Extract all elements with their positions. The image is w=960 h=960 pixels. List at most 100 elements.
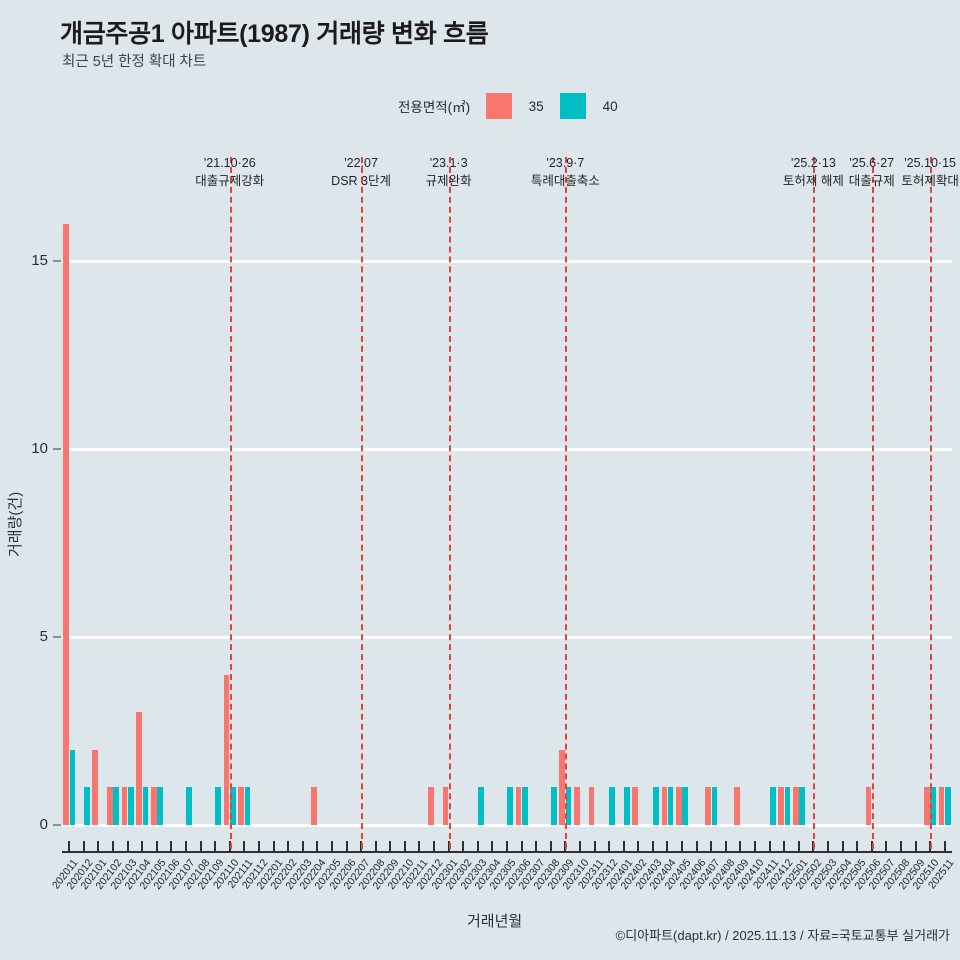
x-tick-mark-202406: [695, 841, 698, 852]
bar-202104-40: [142, 787, 149, 825]
x-tick-mark-202503: [826, 841, 829, 852]
x-tick-mark-202202: [287, 841, 290, 852]
x-tick-mark-202411: [768, 841, 771, 852]
bar-202107-40: [186, 787, 192, 825]
event-line-202510: [930, 157, 933, 849]
x-tick-mark-202507: [885, 841, 888, 852]
x-axis-line: [62, 851, 952, 853]
x-tick-mark-202407: [710, 841, 713, 852]
x-tick-mark-202405: [681, 841, 684, 852]
bar-202511-35: [938, 787, 945, 825]
x-tick-mark-202103: [126, 841, 129, 852]
x-tick-mark-202104: [141, 841, 144, 852]
x-tick-mark-202101: [97, 841, 100, 852]
y-tick-mark-0: [53, 824, 61, 826]
x-tick-mark-202211: [418, 841, 421, 852]
y-tick-label-0: 0: [39, 816, 48, 833]
x-tick-mark-202204: [316, 841, 319, 852]
x-tick-mark-202308: [549, 841, 552, 852]
event-date-202510: '25.10·15: [904, 156, 956, 170]
x-tick-mark-202210: [403, 841, 406, 852]
bar-202405-40: [682, 787, 689, 825]
event-text-202301: 규제완화: [425, 174, 472, 188]
x-tick-mark-202205: [330, 841, 333, 852]
event-label-202510: '25.10·15 토허제확대: [901, 155, 959, 191]
bar-202011-40: [69, 749, 76, 825]
event-label-202301: '23.1·3 규제완화: [426, 155, 472, 191]
event-label-202309: '23.9·7 특례대출축소: [531, 155, 600, 191]
x-tick-mark-202501: [797, 841, 800, 852]
event-line-202506: [871, 157, 874, 849]
x-tick-mark-202311: [593, 841, 596, 852]
event-text-202110: 대출규제강화: [195, 174, 265, 188]
x-tick-mark-202109: [214, 841, 217, 852]
bar-202301-35: [442, 787, 449, 825]
event-line-202502: [813, 157, 816, 849]
bar-202103-40: [127, 787, 134, 825]
event-date-202110: '21.10·26: [203, 156, 256, 170]
bar-202306-40: [521, 787, 528, 825]
gridline-15: [62, 259, 952, 263]
event-label-202207: '22.07 DSR 3단계: [331, 155, 391, 191]
x-tick-mark-202209: [389, 841, 392, 852]
event-text-202510: 토허제확대: [901, 174, 959, 188]
y-tick-label-15: 15: [31, 252, 48, 270]
x-tick-mark-202111: [243, 841, 246, 852]
x-tick-mark-202305: [506, 841, 508, 852]
x-tick-mark-202302: [462, 841, 465, 852]
bar-202501-40: [799, 787, 805, 825]
event-date-202506: '25.6·27: [849, 156, 895, 170]
bar-202308-40: [551, 787, 557, 825]
x-tick-mark-202106: [170, 841, 173, 852]
bar-202111-40: [244, 787, 251, 825]
y-tick-mark-5: [53, 636, 61, 639]
x-tick-mark-202011: [68, 841, 71, 852]
x-tick-mark-202206: [345, 841, 348, 852]
footer-credit: ©디아파트(dapt.kr) / 2025.11.13 / 자료=국토교통부 실…: [615, 928, 950, 943]
bar-202204-35: [311, 787, 318, 825]
event-date-202301: '23.1·3: [429, 156, 468, 170]
plot-area: 0 5 10 15 거래량(건) 거래년월 202011 202012 202101 202102…: [7, 156, 959, 930]
x-tick-mark-202105: [155, 841, 158, 852]
event-date-202207: '22.07: [344, 156, 378, 170]
legend-swatch-40: [560, 93, 587, 119]
event-text-202309: 특례대출축소: [530, 174, 600, 188]
bar-202011-35: [63, 223, 69, 825]
x-tick-mark-202404: [666, 841, 669, 852]
gridline-0: [62, 823, 952, 827]
x-tick-mark-202212: [433, 841, 436, 852]
x-tick-mark-202012: [82, 841, 85, 852]
bar-202506-35: [865, 787, 872, 825]
x-tick-mark-202304: [491, 841, 494, 852]
x-tick-mark-202505: [856, 841, 859, 852]
bar-202310-35: [573, 787, 580, 825]
bar-202305-40: [507, 787, 513, 825]
x-tick-mark-202402: [637, 841, 640, 852]
x-tick-mark-202112: [257, 841, 260, 852]
bar-202403-40: [653, 787, 659, 825]
page-subtitle: 최근 5년 한정 확대 차트: [62, 54, 207, 70]
bar-202102-35: [107, 787, 113, 825]
x-tick-mark-202504: [841, 841, 844, 852]
event-text-202506: 대출규제: [848, 174, 895, 188]
bar-202111-35: [238, 787, 245, 825]
bar-202510-35: [924, 787, 930, 825]
x-tick-mark-202203: [301, 841, 304, 852]
bar-202101-35: [92, 749, 99, 825]
x-tick-mark-202403: [651, 841, 654, 852]
bar-202103-35: [121, 787, 128, 825]
y-tick-mark-10: [53, 448, 61, 451]
y-tick-mark-15: [53, 260, 61, 263]
x-tick-mark-202408: [724, 841, 727, 852]
bar-202407-35: [705, 787, 711, 825]
bar-202510-40: [930, 787, 937, 825]
bar-202303-40: [478, 787, 484, 825]
bar-202409-35: [734, 787, 741, 825]
bar-202401-40: [624, 787, 630, 825]
x-tick-mark-202201: [272, 841, 275, 852]
event-text-202502: 토허제 해제: [782, 174, 844, 188]
event-text-202207: DSR 3단계: [331, 174, 392, 188]
bar-202109-40: [215, 787, 222, 825]
bar-202407-40: [711, 787, 718, 825]
